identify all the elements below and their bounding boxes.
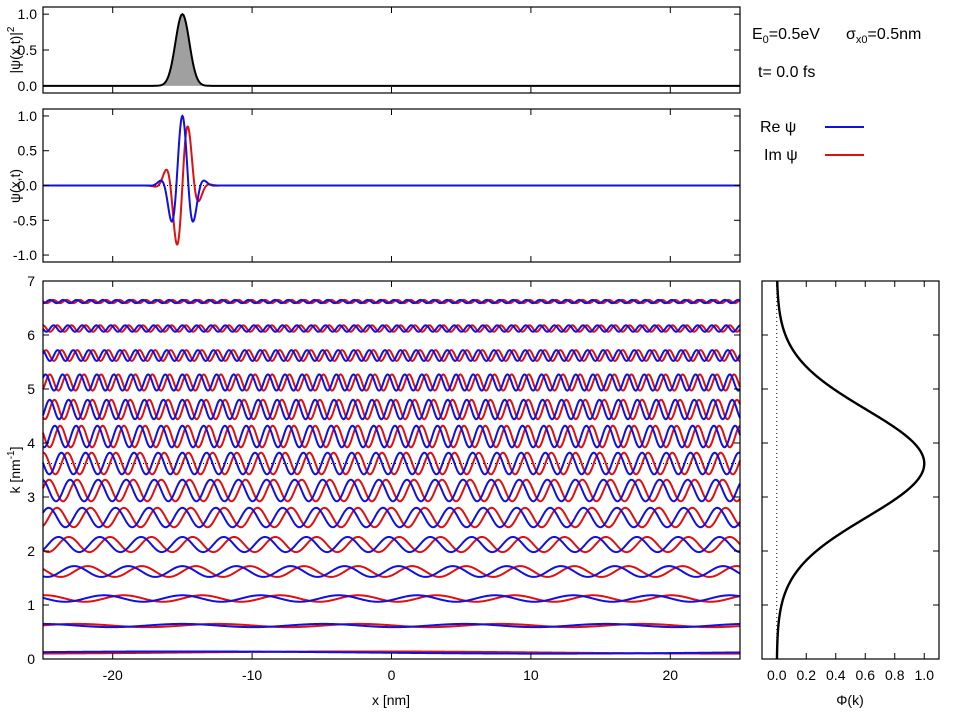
plane-wave-ytick-label: 7 xyxy=(27,273,35,289)
phi-xtick-label: 0.8 xyxy=(885,667,905,683)
plane-wave-xtick-label: 10 xyxy=(523,667,539,683)
plane-wave-panel: 0 1 2 3 4 5 6 7 -20 -10 0 10 20 k [nm-1] x [nm] xyxy=(6,273,741,708)
plane-wave-ylabel: k [nm-1] xyxy=(6,446,23,493)
momentum-distribution-panel: 0.0 0.2 0.4 0.6 0.8 1.0 Φ(k) xyxy=(761,280,940,708)
momentum-distribution-xlabel: Φ(k) xyxy=(836,692,864,708)
plane-wave-im-9 xyxy=(42,398,741,421)
energy-label: E0=0.5eV xyxy=(752,26,820,46)
probability-density-frame xyxy=(42,6,741,94)
plane-wave-xtick-label: -10 xyxy=(242,667,262,683)
wavefunction-ytick-label: -1.0 xyxy=(13,247,37,263)
legend-re-label: Re ψ xyxy=(760,119,796,136)
plane-wave-re-2 xyxy=(42,594,741,603)
wavefunction-frame xyxy=(42,108,741,263)
plane-wave-im-5 xyxy=(42,506,741,529)
density-curve xyxy=(43,12,740,87)
wavefunction-ylabel: ψ(x,t) xyxy=(7,169,23,203)
probability-density-ylabel-main: |ψ(x,t)| xyxy=(7,32,23,73)
plane-wave-im-8 xyxy=(42,424,741,449)
plane-wave-re-1 xyxy=(43,622,741,629)
sigma-value: =0.5nm xyxy=(868,26,922,43)
momentum-distribution-frame xyxy=(761,280,940,660)
density-ytick-label: 1.0 xyxy=(18,6,38,22)
plane-wave-ytick-label: 2 xyxy=(27,543,35,559)
plane-wave-ytick-label: 3 xyxy=(27,489,35,505)
plane-wave-re-12 xyxy=(42,324,741,333)
plane-wave-ytick-label: 1 xyxy=(27,597,35,613)
plane-wave-re-3 xyxy=(42,565,741,578)
wavefunction-ytick-label: -0.5 xyxy=(13,212,37,228)
plane-wave-ytick-label: 0 xyxy=(27,651,35,667)
plane-wave-im-3 xyxy=(42,565,741,578)
plane-wave-im-6 xyxy=(42,478,741,503)
energy-symbol: E xyxy=(752,26,763,43)
density-fill xyxy=(43,14,740,86)
sigma-subscript: x0 xyxy=(856,34,868,46)
sigma-label: σx0=0.5nm xyxy=(846,26,921,46)
probability-density-ylabel: |ψ(x,t)|2 xyxy=(6,26,23,73)
plane-wave-re-4 xyxy=(42,535,741,554)
plane-wave-xtick-label: 20 xyxy=(663,667,679,683)
density-ytick-label: 0.0 xyxy=(18,78,38,94)
plane-wave-re-6 xyxy=(42,478,741,503)
legend-im-label: Im ψ xyxy=(764,147,798,164)
wavefunction-ytick-label: 1.0 xyxy=(18,108,38,124)
sigma-symbol: σ xyxy=(846,26,856,43)
time-label: t= 0.0 fs xyxy=(758,64,815,81)
re-psi-curve xyxy=(43,114,740,223)
plane-wave-ytick-label: 4 xyxy=(27,435,35,451)
plane-wave-re-11 xyxy=(42,349,741,362)
plane-wave-im-4 xyxy=(42,535,741,554)
wavefunction-ytick-label: 0.5 xyxy=(18,143,38,159)
plane-wave-ytick-label: 6 xyxy=(27,327,35,343)
energy-subscript: 0 xyxy=(763,34,769,46)
plane-wave-frame xyxy=(42,280,741,660)
plane-wave-im-13 xyxy=(42,298,741,305)
plane-wave-re-9 xyxy=(42,398,741,421)
plane-wave-im-11 xyxy=(42,349,741,362)
plane-wave-xtick-label: 0 xyxy=(388,667,396,683)
plane-wave-re-10 xyxy=(42,373,741,392)
phi-xtick-label: 0.4 xyxy=(826,667,846,683)
plane-wave-re-0 xyxy=(42,650,740,655)
phi-curve xyxy=(775,280,926,660)
wavefunction-ytick-label: 0.0 xyxy=(18,178,38,194)
plane-wave-re-8 xyxy=(42,424,741,449)
energy-value: =0.5eV xyxy=(769,26,820,43)
phi-xtick-label: 0.6 xyxy=(856,667,876,683)
plane-wave-ylabel-end: ] xyxy=(7,446,23,450)
plane-wave-xlabel: x [nm] xyxy=(372,692,410,708)
phi-xtick-label: 0.0 xyxy=(767,667,787,683)
density-ytick-label: 0.5 xyxy=(18,42,38,58)
plane-wave-ylabel-main: k [nm xyxy=(7,459,23,493)
probability-density-panel: 0.0 0.5 1.0 |ψ(x,t)|2 xyxy=(6,6,741,94)
plane-wave-ylabel-sup: -1 xyxy=(6,450,17,459)
wavefunction-panel: -1.0 -0.5 0.0 0.5 1.0 ψ(x,t) xyxy=(7,108,741,263)
legend: Re ψ Im ψ xyxy=(760,119,864,164)
plane-wave-xtick-label: -20 xyxy=(103,667,123,683)
plane-wave-re-7 xyxy=(42,451,741,476)
plane-wave-re-13 xyxy=(42,298,741,305)
phi-xtick-label: 0.2 xyxy=(797,667,817,683)
plane-wave-re-5 xyxy=(42,506,741,529)
phi-xtick-label: 1.0 xyxy=(915,667,935,683)
info-box: E0=0.5eV σx0=0.5nm t= 0.0 fs xyxy=(752,26,921,81)
plane-wave-ytick-label: 5 xyxy=(27,381,35,397)
probability-density-ylabel-sup: 2 xyxy=(6,26,17,32)
